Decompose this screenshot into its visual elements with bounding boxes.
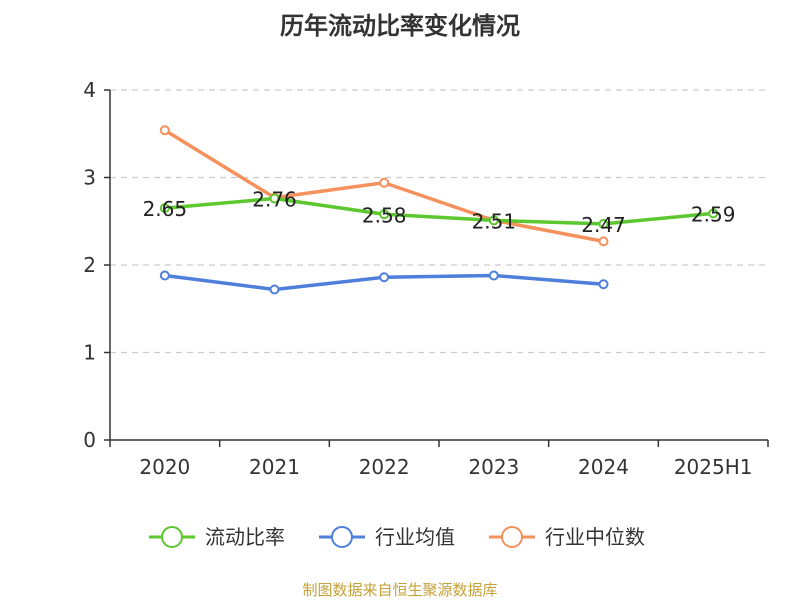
- data-point: [488, 215, 499, 226]
- legend-marker: [501, 526, 523, 548]
- data-point: [379, 177, 390, 188]
- legend: 流动比率 行业均值 行业中位数: [149, 525, 645, 549]
- x-tick-label: 2024: [578, 455, 629, 479]
- data-label: 2.47: [581, 213, 626, 237]
- data-point: [488, 270, 499, 281]
- data-label: 2.76: [252, 188, 297, 212]
- y-tick-label: 1: [83, 341, 96, 365]
- legend-marker: [331, 526, 353, 548]
- series-line-0: [163, 196, 715, 226]
- grid-layer: [110, 89, 768, 354]
- data-label-layer: 2.65 2.76 2.58 2.51 2.47 2.59: [143, 188, 736, 237]
- data-point: [379, 209, 390, 220]
- data-point: [159, 125, 170, 136]
- source-note: 制图数据来自恒生聚源数据库: [302, 581, 497, 599]
- y-tick-label: 0: [83, 428, 96, 452]
- data-point: [159, 270, 170, 281]
- legend-marker: [161, 526, 183, 548]
- data-point: [598, 279, 609, 290]
- data-point: [379, 272, 390, 283]
- x-tick-label: 2020: [139, 455, 190, 479]
- data-label: 2.51: [472, 209, 517, 233]
- data-label: 2.59: [691, 202, 736, 226]
- x-tick-label: 2023: [468, 455, 519, 479]
- x-tick-label: 2021: [249, 455, 300, 479]
- data-point: [598, 218, 609, 229]
- axis-layer: 0 1 2 3 4 2020 2021 2022 2023 2024 2025H1: [83, 78, 769, 479]
- y-tick-label: 3: [83, 166, 96, 190]
- series-layer: [159, 125, 719, 295]
- data-point: [269, 284, 280, 295]
- data-point: [708, 208, 719, 219]
- data-label: 2.58: [362, 203, 407, 227]
- y-tick-label: 4: [83, 78, 96, 102]
- legend-label: 行业均值: [375, 525, 455, 549]
- data-point: [269, 193, 280, 204]
- y-tick-label: 2: [83, 253, 96, 277]
- data-point: [598, 236, 609, 247]
- chart-title: 历年流动比率变化情况: [280, 12, 520, 40]
- x-tick-label: 2022: [359, 455, 410, 479]
- data-label: 2.65: [143, 197, 188, 221]
- legend-label: 行业中位数: [545, 525, 645, 549]
- legend-label: 流动比率: [205, 525, 285, 549]
- x-tick-label: 2025H1: [674, 455, 753, 479]
- data-point: [159, 203, 170, 214]
